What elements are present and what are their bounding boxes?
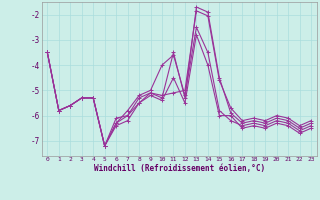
X-axis label: Windchill (Refroidissement éolien,°C): Windchill (Refroidissement éolien,°C) (94, 164, 265, 173)
